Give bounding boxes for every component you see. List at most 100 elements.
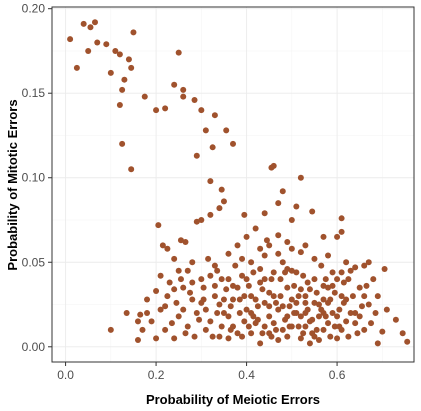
data-point: [352, 320, 359, 327]
data-point: [162, 105, 169, 112]
data-point: [297, 174, 304, 181]
data-point: [338, 228, 345, 235]
data-point: [130, 29, 137, 36]
y-tick-label: 0.10: [22, 171, 46, 185]
data-point: [340, 279, 347, 286]
data-point: [257, 340, 264, 347]
data-point: [293, 203, 300, 210]
data-point: [331, 323, 338, 330]
data-point: [338, 326, 345, 333]
data-point: [374, 293, 381, 300]
data-point: [239, 255, 246, 262]
data-point: [275, 250, 282, 257]
data-point: [302, 293, 309, 300]
data-point: [155, 222, 162, 229]
data-point: [270, 320, 277, 327]
data-point: [227, 326, 234, 333]
data-point: [198, 217, 205, 223]
data-point: [279, 303, 286, 310]
data-point: [214, 309, 221, 316]
data-point: [306, 340, 313, 347]
data-point: [248, 259, 255, 266]
data-point: [173, 299, 180, 306]
data-point: [189, 296, 196, 303]
data-points: [67, 19, 411, 347]
data-point: [216, 205, 223, 212]
data-point: [119, 86, 126, 93]
data-point: [309, 208, 316, 215]
data-point: [241, 211, 248, 218]
data-point: [261, 276, 268, 283]
data-point: [325, 299, 332, 306]
data-point: [175, 267, 182, 274]
data-point: [374, 340, 381, 347]
data-point: [162, 326, 169, 333]
data-point: [365, 259, 372, 266]
data-point: [225, 313, 232, 320]
data-point: [220, 296, 227, 303]
data-point: [343, 259, 350, 266]
data-point: [297, 313, 304, 320]
data-point: [286, 303, 293, 310]
data-point: [134, 337, 141, 344]
data-point: [338, 215, 345, 222]
data-point: [234, 242, 241, 249]
y-axis-title: Probability of Mitotic Errors: [5, 99, 20, 270]
data-point: [189, 259, 196, 266]
data-point: [198, 276, 205, 283]
data-point: [107, 326, 114, 333]
data-point: [404, 338, 411, 345]
data-point: [198, 299, 205, 306]
data-point: [302, 299, 309, 306]
data-point: [315, 313, 322, 320]
data-point: [175, 49, 182, 56]
data-point: [193, 309, 200, 316]
data-point: [254, 303, 261, 310]
data-point: [295, 293, 302, 300]
data-point: [198, 107, 205, 114]
data-point: [234, 330, 241, 337]
data-point: [313, 326, 320, 333]
data-point: [311, 333, 318, 340]
data-point: [211, 262, 218, 269]
data-point: [230, 140, 236, 147]
data-point: [73, 64, 80, 71]
data-point: [241, 318, 248, 325]
data-point: [85, 47, 92, 54]
data-point: [125, 56, 132, 63]
data-point: [134, 318, 141, 325]
data-point: [352, 309, 359, 316]
data-point: [220, 309, 227, 316]
data-point: [381, 266, 388, 273]
y-tick-label: 0.05: [22, 255, 46, 269]
data-point: [293, 299, 300, 306]
data-point: [329, 269, 336, 276]
data-point: [162, 303, 169, 310]
data-point: [128, 64, 135, 71]
data-point: [315, 337, 322, 344]
data-point: [252, 320, 259, 327]
data-point: [261, 252, 268, 259]
data-point: [361, 293, 368, 300]
x-tick-label: 0.2: [148, 368, 165, 382]
data-point: [358, 303, 365, 310]
data-point: [137, 311, 144, 318]
data-point: [352, 264, 359, 271]
data-point: [196, 316, 203, 323]
data-point: [266, 303, 273, 310]
data-point: [166, 279, 173, 286]
data-point: [239, 333, 246, 340]
data-point: [261, 323, 268, 330]
data-point: [266, 242, 273, 249]
data-point: [184, 323, 191, 330]
data-point: [322, 276, 329, 283]
data-point: [304, 279, 311, 286]
data-point: [225, 335, 232, 342]
data-point: [171, 286, 178, 293]
data-point: [288, 296, 295, 303]
data-point: [345, 276, 352, 283]
data-point: [279, 326, 286, 333]
data-point: [248, 330, 255, 337]
data-point: [211, 282, 218, 289]
data-point: [182, 238, 189, 245]
